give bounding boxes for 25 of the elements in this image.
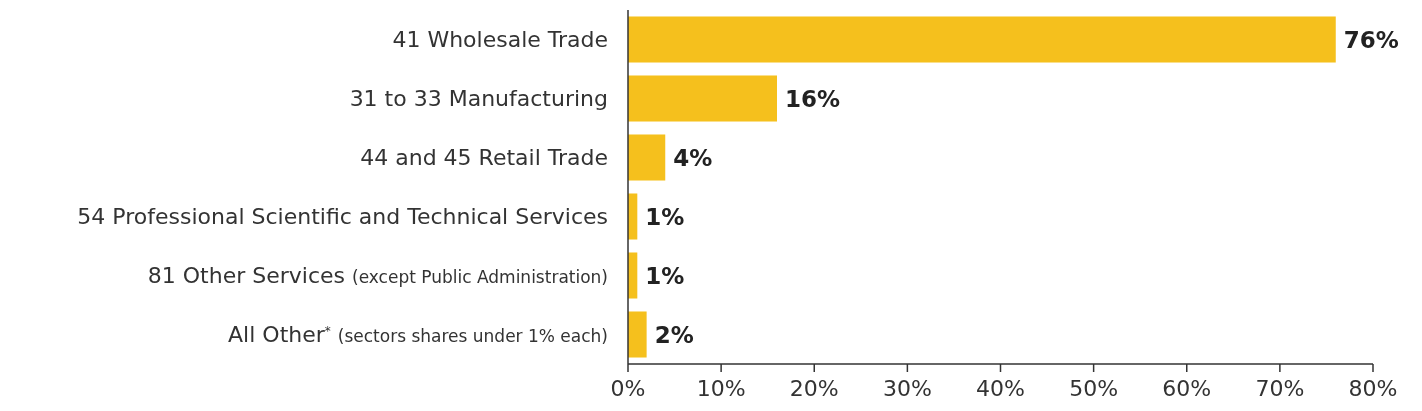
data-label: 1% xyxy=(645,203,685,230)
y-tick-label: 54 Professional Scientific and Technical Services xyxy=(77,204,608,230)
x-tick-label: 20% xyxy=(789,376,839,401)
y-tick-label: 44 and 45 Retail Trade xyxy=(360,145,608,171)
bar xyxy=(628,134,666,181)
data-label: 1% xyxy=(645,262,685,289)
x-tick-label: 10% xyxy=(696,376,746,401)
x-tick-label: 50% xyxy=(1069,376,1119,401)
bar xyxy=(628,75,777,122)
data-label: 2% xyxy=(654,321,694,348)
y-tick-label: 41 Wholesale Trade xyxy=(392,27,608,53)
x-tick-label: 30% xyxy=(882,376,932,401)
y-tick-label: 31 to 33 Manufacturing xyxy=(349,86,608,112)
data-label: 16% xyxy=(785,85,841,112)
y-tick-label: 81 Other Services (except Public Administration) xyxy=(147,263,608,289)
bar xyxy=(628,311,647,358)
x-tick-label: 70% xyxy=(1255,376,1305,401)
x-tick-label: 0% xyxy=(610,376,646,401)
x-tick-label: 40% xyxy=(976,376,1025,401)
x-tick-label: 80% xyxy=(1348,376,1398,401)
bar xyxy=(628,16,1336,63)
y-tick-label: All Other$^{*}$ (sectors shares under 1% each) xyxy=(228,322,608,348)
data-label: 4% xyxy=(673,144,713,171)
data-label: 76% xyxy=(1343,26,1399,53)
x-tick-label: 60% xyxy=(1162,376,1212,401)
